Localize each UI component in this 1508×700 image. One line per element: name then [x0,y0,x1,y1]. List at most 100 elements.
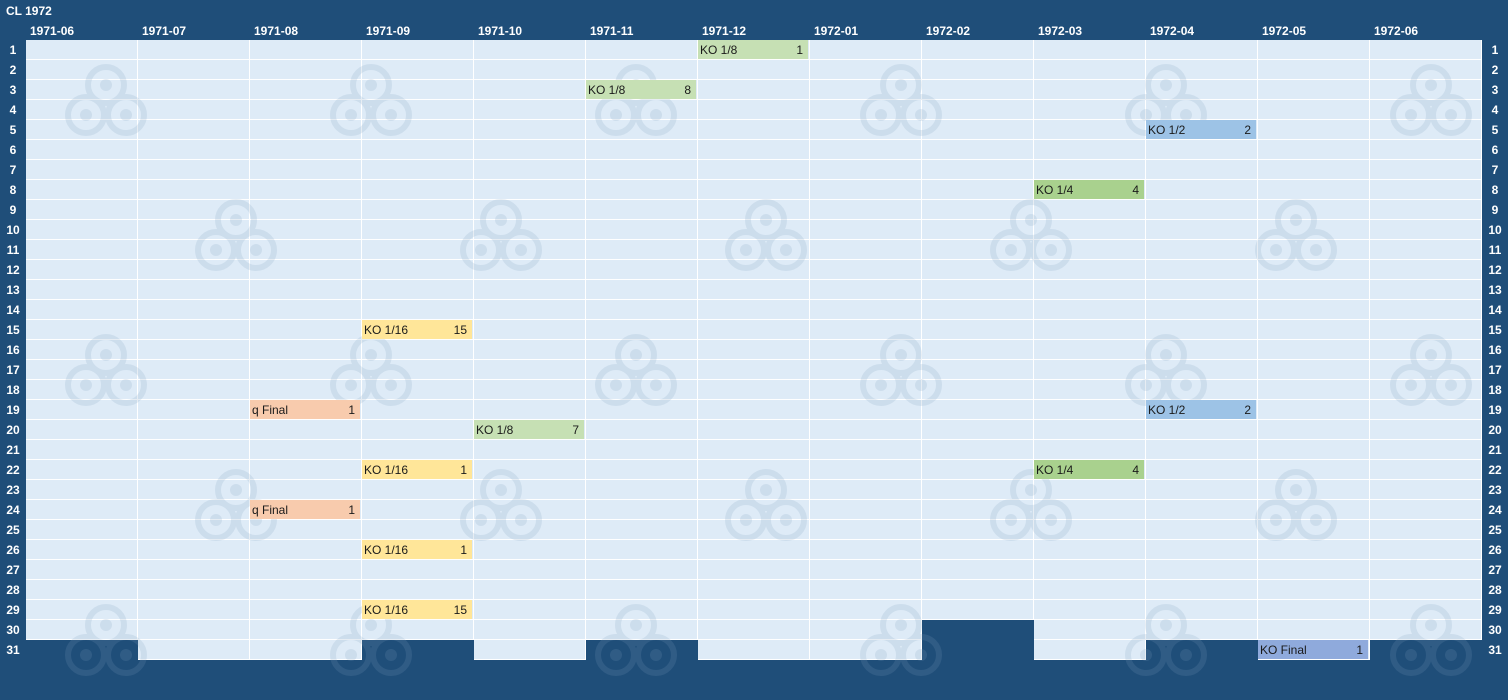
day-cell[interactable] [1034,560,1146,580]
day-cell[interactable] [474,140,586,160]
day-cell[interactable] [362,80,474,100]
day-cell[interactable] [586,320,698,340]
day-cell[interactable] [26,280,138,300]
day-cell[interactable] [810,320,922,340]
day-cell[interactable] [1258,500,1370,520]
day-cell[interactable] [810,600,922,620]
day-cell[interactable] [474,180,586,200]
day-cell[interactable] [362,200,474,220]
day-cell[interactable] [1146,580,1258,600]
day-cell[interactable] [362,280,474,300]
day-cell[interactable] [810,420,922,440]
day-cell[interactable] [810,520,922,540]
day-cell[interactable] [1258,560,1370,580]
day-cell[interactable] [810,260,922,280]
day-cell[interactable] [698,640,810,660]
day-cell[interactable] [922,340,1034,360]
day-cell[interactable] [810,280,922,300]
day-cell[interactable] [810,620,922,640]
day-cell[interactable] [362,480,474,500]
day-cell[interactable] [1258,60,1370,80]
day-cell[interactable] [26,440,138,460]
day-cell[interactable] [250,260,362,280]
day-cell[interactable] [698,80,810,100]
day-cell[interactable] [1034,320,1146,340]
day-cell[interactable] [698,180,810,200]
day-cell[interactable] [1034,600,1146,620]
day-cell[interactable] [1146,280,1258,300]
day-cell[interactable] [362,220,474,240]
day-cell[interactable] [922,400,1034,420]
day-cell[interactable] [1146,160,1258,180]
day-cell[interactable] [586,260,698,280]
day-cell[interactable] [586,520,698,540]
day-cell[interactable] [362,620,474,640]
day-cell[interactable] [1034,200,1146,220]
day-cell[interactable] [250,180,362,200]
day-cell[interactable] [474,80,586,100]
day-cell[interactable] [250,40,362,60]
day-cell[interactable] [810,140,922,160]
day-cell[interactable] [922,520,1034,540]
day-cell[interactable] [362,300,474,320]
day-cell[interactable] [1370,540,1482,560]
day-cell[interactable] [1146,300,1258,320]
day-cell[interactable] [1370,160,1482,180]
day-cell[interactable] [26,520,138,540]
day-cell[interactable] [698,160,810,180]
day-cell[interactable] [922,300,1034,320]
day-cell[interactable] [474,40,586,60]
day-cell[interactable] [586,380,698,400]
day-cell[interactable] [698,560,810,580]
match-event[interactable]: KO 1/16 15 [362,600,472,619]
day-cell[interactable] [1146,100,1258,120]
day-cell[interactable] [922,60,1034,80]
day-cell[interactable] [1370,400,1482,420]
day-cell[interactable] [26,580,138,600]
day-cell[interactable] [1370,240,1482,260]
day-cell[interactable] [138,540,250,560]
day-cell[interactable] [810,80,922,100]
day-cell[interactable] [474,620,586,640]
day-cell[interactable] [586,480,698,500]
day-cell[interactable] [1370,260,1482,280]
day-cell[interactable] [1146,620,1258,640]
day-cell[interactable] [138,520,250,540]
day-cell[interactable] [1258,380,1370,400]
day-cell[interactable] [1370,200,1482,220]
day-cell[interactable] [26,240,138,260]
day-cell[interactable] [362,380,474,400]
day-cell[interactable] [26,360,138,380]
day-cell[interactable] [1146,460,1258,480]
day-cell[interactable] [922,100,1034,120]
day-cell[interactable] [250,240,362,260]
day-cell[interactable] [922,240,1034,260]
day-cell[interactable] [26,460,138,480]
day-cell[interactable] [250,140,362,160]
day-cell[interactable] [138,400,250,420]
day-cell[interactable] [1370,440,1482,460]
day-cell[interactable] [138,220,250,240]
day-cell[interactable] [810,440,922,460]
day-cell[interactable] [810,400,922,420]
day-cell[interactable] [474,280,586,300]
day-cell[interactable] [362,400,474,420]
day-cell[interactable] [1146,220,1258,240]
day-cell[interactable] [26,100,138,120]
day-cell[interactable] [922,380,1034,400]
day-cell[interactable] [1258,120,1370,140]
day-cell[interactable] [1034,280,1146,300]
day-cell[interactable] [698,60,810,80]
day-cell[interactable] [1370,60,1482,80]
match-event[interactable]: KO 1/4 4 [1034,180,1144,199]
day-cell[interactable] [698,100,810,120]
day-cell[interactable] [138,600,250,620]
day-cell[interactable] [26,260,138,280]
day-cell[interactable] [138,640,250,660]
day-cell[interactable] [362,60,474,80]
day-cell[interactable] [1034,60,1146,80]
day-cell[interactable] [810,360,922,380]
day-cell[interactable] [26,200,138,220]
day-cell[interactable] [698,580,810,600]
day-cell[interactable] [138,420,250,440]
